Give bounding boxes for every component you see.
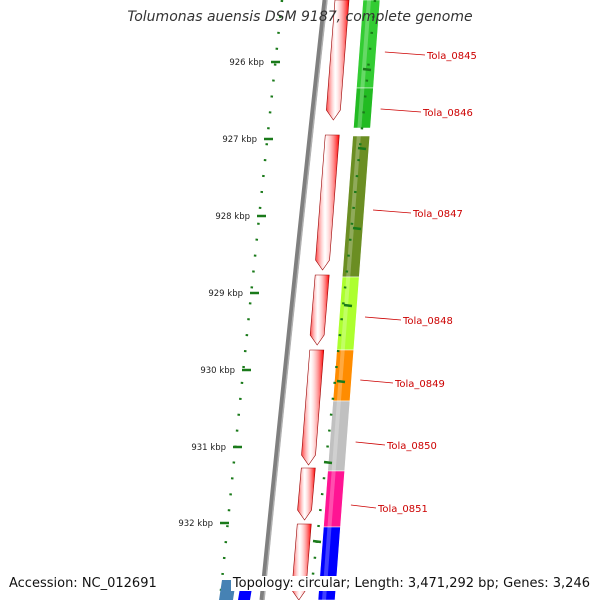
gene-label: Tola_0849 (394, 379, 445, 390)
outer-major-tick (362, 67, 372, 72)
forward-cds-arrow (309, 274, 330, 346)
gene-segment (353, 87, 374, 129)
outer-major-tick (336, 379, 346, 384)
outer-major-tick (357, 146, 367, 151)
gene-leader-line (384, 51, 426, 56)
accession-label: Accession: NC_012691 (7, 576, 159, 591)
gene-segment-shine (360, 0, 371, 88)
gene-segment-shine (346, 136, 361, 277)
gene-label: Tola_0851 (377, 504, 428, 515)
gene-segment-shine (327, 471, 336, 527)
map-title: Tolumonas auensis DSM 9187, complete gen… (127, 9, 473, 25)
genome-backbone-highlight (263, 0, 328, 600)
forward-cds-arrow (326, 0, 350, 121)
ruler-tick-label: 931 kbp (191, 443, 226, 453)
ruler-tick-label: 927 kbp (222, 135, 257, 145)
outer-major-tick (323, 460, 333, 465)
gene-label: Tola_0845 (426, 51, 477, 62)
gene-segment-shine (357, 88, 365, 128)
ruler-tick-label: 926 kbp (229, 58, 264, 68)
gene-label: Tola_0847 (412, 209, 463, 220)
gene-leader-line (355, 441, 386, 446)
gene-segment-shine (336, 350, 345, 401)
gene-label: Tola_0848 (402, 316, 453, 327)
ruler-tick-label: 930 kbp (200, 366, 235, 376)
outer-major-tick (343, 303, 353, 308)
ruler-tick-label: 928 kbp (215, 212, 250, 222)
forward-cds-arrow (297, 467, 316, 521)
topology-label: Topology: circular; Length: 3,471,292 bp… (230, 576, 592, 591)
gene-leader-line (380, 108, 422, 113)
gene-label: Tola_0846 (422, 108, 473, 119)
outer-major-tick (352, 226, 362, 231)
gene-leader-line (364, 316, 402, 321)
gene-leader-line (372, 209, 412, 214)
gene-segment-shine (331, 401, 341, 471)
outer-major-tick (312, 539, 322, 544)
ruler-tick-label: 932 kbp (178, 519, 213, 529)
gene-segment-shine (340, 277, 351, 350)
gene-leader-line (360, 379, 394, 384)
genome-backbone (259, 0, 328, 600)
forward-cds-arrow (301, 349, 325, 466)
gene-label: Tola_0850 (386, 441, 437, 452)
forward-cds-arrow (315, 134, 340, 271)
gene-leader-line (350, 504, 377, 509)
ruler-tick-label: 929 kbp (208, 289, 243, 299)
